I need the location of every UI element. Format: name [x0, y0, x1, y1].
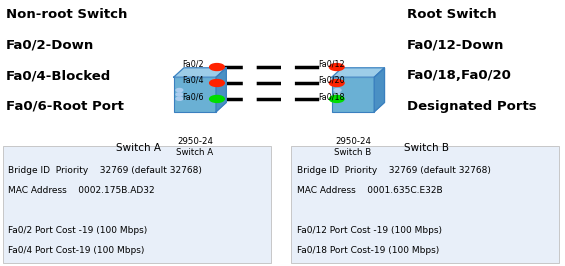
Text: Fa0/18: Fa0/18	[318, 92, 345, 101]
FancyBboxPatch shape	[174, 77, 216, 112]
Circle shape	[176, 89, 182, 92]
Text: Fa0/6-Root Port: Fa0/6-Root Port	[6, 100, 124, 113]
Text: Fa0/2 Port Cost -19 (100 Mbps): Fa0/2 Port Cost -19 (100 Mbps)	[8, 226, 147, 235]
FancyBboxPatch shape	[3, 146, 271, 263]
Circle shape	[210, 64, 224, 70]
Text: Fa0/12-Down: Fa0/12-Down	[407, 39, 504, 52]
Text: Fa0/6: Fa0/6	[182, 92, 203, 101]
Circle shape	[210, 80, 224, 86]
Text: Bridge ID  Priority    32769 (default 32768): Bridge ID Priority 32769 (default 32768)	[297, 166, 490, 175]
Circle shape	[334, 97, 341, 100]
Polygon shape	[216, 68, 226, 112]
Text: Fa0/2: Fa0/2	[182, 59, 203, 68]
Text: Fa0/12 Port Cost -19 (100 Mbps): Fa0/12 Port Cost -19 (100 Mbps)	[297, 226, 442, 235]
Text: Fa0/4-Blocked: Fa0/4-Blocked	[6, 69, 111, 82]
Circle shape	[329, 64, 344, 70]
Text: 2950-24
Switch B: 2950-24 Switch B	[334, 137, 372, 157]
Text: MAC Address    0002.175B.AD32: MAC Address 0002.175B.AD32	[8, 186, 155, 195]
Circle shape	[329, 80, 344, 86]
Text: Designated Ports: Designated Ports	[407, 100, 536, 113]
Text: Fa0/4 Port Cost-19 (100 Mbps): Fa0/4 Port Cost-19 (100 Mbps)	[8, 246, 145, 255]
Polygon shape	[174, 68, 226, 77]
Text: MAC Address    0001.635C.E32B: MAC Address 0001.635C.E32B	[297, 186, 442, 195]
Text: 2950-24
Switch A: 2950-24 Switch A	[176, 137, 214, 157]
Text: Bridge ID  Priority    32769 (default 32768): Bridge ID Priority 32769 (default 32768)	[8, 166, 202, 175]
Text: Fa0/18,Fa0/20: Fa0/18,Fa0/20	[407, 69, 512, 82]
Circle shape	[329, 95, 344, 102]
Circle shape	[176, 97, 182, 100]
Text: Fa0/18 Port Cost-19 (100 Mbps): Fa0/18 Port Cost-19 (100 Mbps)	[297, 246, 439, 255]
Text: Fa0/4: Fa0/4	[182, 76, 203, 85]
Text: Fa0/12: Fa0/12	[318, 59, 345, 68]
Circle shape	[334, 93, 341, 96]
Circle shape	[210, 95, 224, 102]
Text: Switch B: Switch B	[404, 143, 449, 153]
FancyBboxPatch shape	[291, 146, 559, 263]
Circle shape	[334, 89, 341, 92]
Text: Fa0/20: Fa0/20	[318, 76, 345, 85]
FancyBboxPatch shape	[332, 77, 374, 112]
Text: Fa0/2-Down: Fa0/2-Down	[6, 39, 94, 52]
Polygon shape	[374, 68, 384, 112]
Text: Non-root Switch: Non-root Switch	[6, 8, 127, 21]
Circle shape	[176, 93, 182, 96]
Polygon shape	[332, 68, 384, 77]
Text: Root Switch: Root Switch	[407, 8, 497, 21]
Text: Switch A: Switch A	[116, 143, 161, 153]
